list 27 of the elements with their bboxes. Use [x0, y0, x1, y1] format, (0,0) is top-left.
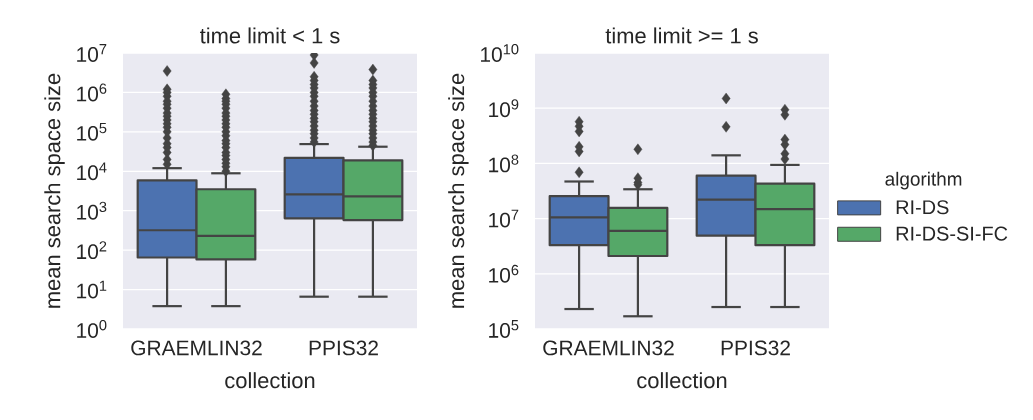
- y-tick-label: 10$^{3}$: [77, 201, 107, 220]
- y-tick-label: 10$^{4}$: [77, 162, 107, 181]
- legend-label: RI-DS-SI-FC: [896, 226, 1008, 241]
- y-tick-label: 10$^{7}$: [77, 44, 107, 62]
- y-axis-title: mean search space size: [448, 73, 469, 308]
- y-tick-label: 10$^{1}$: [77, 280, 107, 299]
- x-tick-label: GRAEMLIN32: [543, 340, 674, 356]
- y-tick-label: 10$^{10}$: [481, 44, 519, 62]
- y-tick-label: 10$^{6}$: [77, 83, 107, 102]
- chart-title: time limit < 1 s: [200, 27, 340, 44]
- x-tick-label: PPIS32: [721, 340, 790, 356]
- y-tick-label: 10$^{5}$: [77, 122, 107, 141]
- y-tick-label: 10$^{8}$: [489, 154, 519, 173]
- x-axis-title: collection: [637, 372, 727, 389]
- x-tick-label: GRAEMLIN32: [131, 340, 262, 356]
- y-axis-title: mean search space size: [44, 73, 65, 308]
- chart-title: time limit >= 1 s: [605, 27, 758, 44]
- legend-title: algorithm: [885, 171, 962, 190]
- y-tick-label: 10$^{7}$: [489, 209, 519, 228]
- x-axis-title: collection: [225, 372, 315, 389]
- y-tick-label: 10$^{0}$: [77, 320, 107, 338]
- y-tick-label: 10$^{6}$: [489, 264, 519, 283]
- x-tick-label: PPIS32: [309, 340, 378, 356]
- y-tick-label: 10$^{9}$: [489, 99, 519, 118]
- legend-label: RI-DS: [896, 200, 949, 215]
- y-tick-label: 10$^{5}$: [489, 320, 519, 338]
- y-tick-label: 10$^{2}$: [77, 241, 107, 260]
